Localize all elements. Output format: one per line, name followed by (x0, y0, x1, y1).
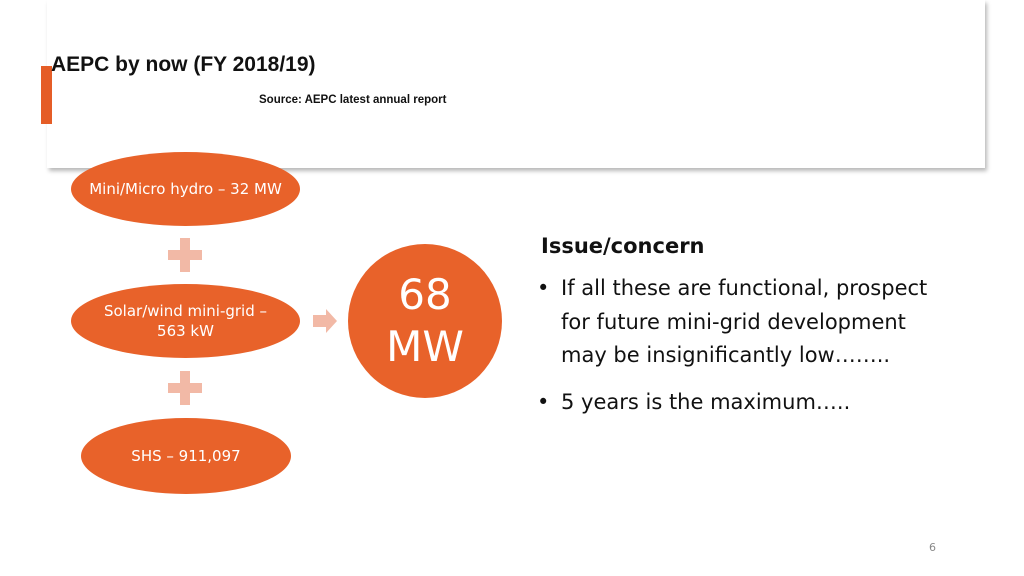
title-accent-bar (41, 66, 52, 124)
total-value: 68 (398, 270, 452, 319)
arrow-right-icon (313, 309, 337, 333)
list-item: If all these are functional, prospect fo… (535, 272, 935, 373)
item-label: Mini/Micro hydro – 32 MW (89, 180, 282, 198)
item-solar-wind-mini-grid: Solar/wind mini-grid – 563 kW (71, 284, 300, 358)
page-number: 6 (929, 541, 936, 554)
header-card (47, 0, 985, 168)
source-note: Source: AEPC latest annual report (259, 94, 447, 106)
plus-icon (168, 371, 202, 405)
item-label: SHS – 911,097 (131, 447, 241, 465)
item-shs: SHS – 911,097 (81, 418, 291, 494)
issues-list: If all these are functional, prospect fo… (535, 272, 935, 432)
item-mini-micro-hydro: Mini/Micro hydro – 32 MW (71, 152, 300, 226)
total-circle: 68 MW (348, 244, 502, 398)
slide-title: AEPC by now (FY 2018/19) (51, 53, 316, 76)
plus-icon (168, 238, 202, 272)
list-item: 5 years is the maximum….. (535, 386, 935, 420)
issues-heading: Issue/concern (541, 234, 705, 258)
total-unit: MW (386, 322, 464, 371)
item-label: Solar/wind mini-grid – 563 kW (103, 302, 268, 340)
